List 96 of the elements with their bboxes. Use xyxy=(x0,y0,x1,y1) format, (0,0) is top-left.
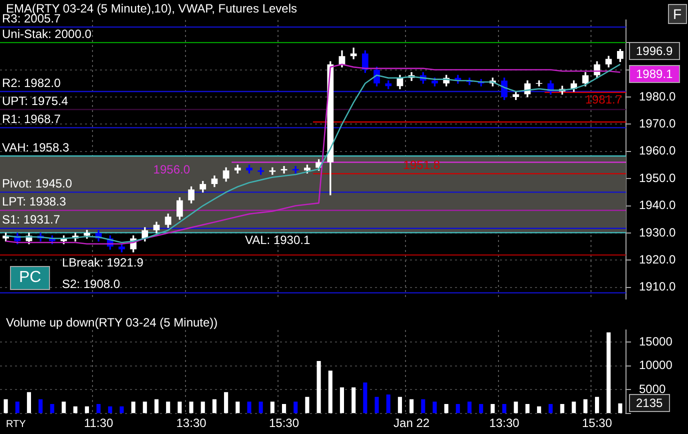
chart-title: Volume up down(RTY 03-24 (5 Minute)) xyxy=(6,315,218,330)
ref-line-label: VAH: 1958.3 xyxy=(2,140,70,154)
bar xyxy=(479,404,484,414)
bar xyxy=(282,404,286,414)
candlestick xyxy=(280,166,288,174)
bar xyxy=(131,402,136,414)
bar xyxy=(120,406,124,414)
price-box: 2135 xyxy=(629,394,670,412)
bar xyxy=(537,406,542,414)
bar xyxy=(270,402,274,414)
y-tick-label: 1930.0 xyxy=(639,225,676,240)
x-tick-label: 13:30 xyxy=(176,416,207,430)
bar xyxy=(178,402,182,414)
chart-title: EMA(RTY 03-24 (5 Minute),10), VWAP, Futures Levels xyxy=(6,1,298,16)
bar xyxy=(4,399,8,414)
candlestick xyxy=(536,80,542,86)
ref-line-label: S1: 1931.7 xyxy=(2,212,60,227)
bar xyxy=(108,406,112,414)
candlestick xyxy=(269,167,276,175)
bar xyxy=(502,404,506,414)
bar xyxy=(154,399,159,414)
x-tick-label: 11:30 xyxy=(84,416,114,430)
ref-line-label: R1: 1968.7 xyxy=(2,112,62,126)
price-box: 1996.9 xyxy=(629,42,680,60)
bar xyxy=(294,402,298,414)
bar xyxy=(583,399,588,414)
bar xyxy=(560,404,564,414)
y-tick-label: 15000 xyxy=(639,334,673,348)
bar xyxy=(26,392,32,414)
bar xyxy=(247,402,252,414)
y-tick-label: 10000 xyxy=(639,358,673,372)
bar xyxy=(73,406,78,414)
bar xyxy=(525,404,530,414)
ref-line-label: 1956.0 xyxy=(153,162,190,177)
bar xyxy=(352,387,356,414)
ref-line-label: 1981.7 xyxy=(585,92,622,107)
bar xyxy=(84,406,89,414)
x-tick-label: 15:30 xyxy=(269,416,300,430)
bar xyxy=(398,396,402,414)
bar xyxy=(212,399,216,414)
bar xyxy=(15,402,20,414)
y-tick-label: 1950.0 xyxy=(639,170,676,185)
bar xyxy=(514,402,518,414)
bar xyxy=(363,382,368,414)
y-tick-label: 5000 xyxy=(639,382,666,396)
ref-line-label: Pivot: 1945.0 xyxy=(2,176,72,190)
bar xyxy=(38,399,43,414)
pc-button: PC xyxy=(10,266,50,290)
bar xyxy=(316,361,321,414)
y-tick-label: 1910.0 xyxy=(639,280,676,294)
bar xyxy=(572,402,576,414)
bar xyxy=(50,404,54,414)
bar xyxy=(490,404,495,414)
text: RTY xyxy=(6,418,26,432)
y-tick-label: 1970.0 xyxy=(639,116,676,130)
bar xyxy=(386,394,390,414)
x-tick-label: Jan 22 xyxy=(394,416,430,430)
f-button: F xyxy=(668,4,687,24)
ref-line-label: VAL: 1930.1 xyxy=(245,233,310,248)
bar xyxy=(410,399,414,414)
candlestick xyxy=(350,48,357,60)
y-tick-label: 1920.0 xyxy=(639,252,676,266)
x-tick-label: 15:30 xyxy=(582,416,612,430)
bar xyxy=(618,403,622,414)
bar xyxy=(456,404,460,414)
bar xyxy=(594,396,600,414)
bar xyxy=(166,402,170,414)
bar xyxy=(96,404,101,414)
ref-line-label: LPT: 1938.3 xyxy=(2,194,66,209)
price-box: 1989.1 xyxy=(629,65,680,83)
bar xyxy=(444,404,448,414)
ref-line-label: Uni-Stak: 2000.0 xyxy=(2,26,92,41)
x-tick-label: 13:30 xyxy=(489,416,520,430)
bar xyxy=(236,402,240,414)
y-tick-label: 1960.0 xyxy=(639,144,676,158)
bar xyxy=(467,402,472,414)
bar xyxy=(305,396,310,414)
bar xyxy=(189,402,194,414)
bar xyxy=(62,402,66,414)
y-tick-label: 1940.0 xyxy=(639,198,676,212)
y-tick-label: 1980.0 xyxy=(639,89,676,104)
ref-line-label: R2: 1982.0 xyxy=(2,76,62,90)
ref-line-label: LBreak: 1921.9 xyxy=(62,255,144,270)
bar xyxy=(200,402,205,414)
bar xyxy=(606,332,611,414)
bar xyxy=(328,370,332,414)
ref-line-label: S2: 1908.0 xyxy=(62,277,120,292)
bar xyxy=(432,402,437,414)
bar xyxy=(224,392,228,414)
bar xyxy=(340,387,344,414)
bar xyxy=(421,399,426,414)
bar xyxy=(258,402,263,414)
bar xyxy=(374,396,379,414)
ref-line-label: UPT: 1975.4 xyxy=(2,94,68,108)
bar xyxy=(548,404,553,414)
bar xyxy=(142,402,147,414)
